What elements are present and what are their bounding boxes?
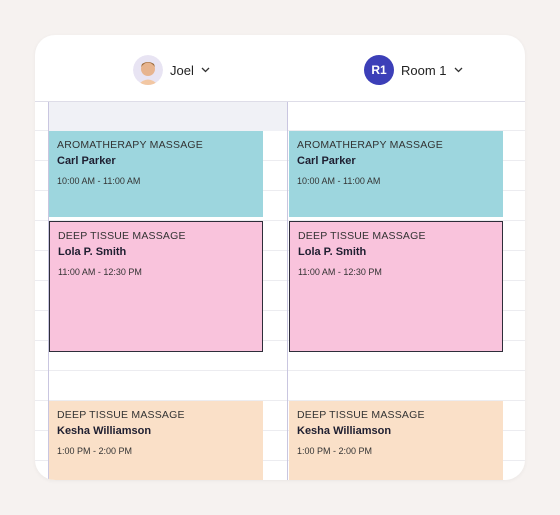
client-name: Carl Parker <box>57 155 116 167</box>
service-name: AROMATHERAPY MASSAGE <box>297 139 443 151</box>
chevron <box>201 67 210 73</box>
time-range: 1:00 PM - 2:00 PM <box>57 446 133 456</box>
column-divider <box>287 101 288 480</box>
service-name: DEEP TISSUE MASSAGE <box>298 230 426 242</box>
appointment[interactable]: AROMATHERAPY MASSAGE Carl Parker 10:00 AM … <box>49 131 263 217</box>
avatar <box>133 55 163 85</box>
column-divider <box>48 101 49 480</box>
client-name: Lola P. Smith <box>58 246 127 258</box>
staff-selector[interactable]: Joel <box>133 55 210 85</box>
room-name: Room 1 <box>401 62 447 78</box>
room-badge: R1 <box>364 55 394 85</box>
client-name: Kesha Williamson <box>57 425 152 437</box>
room-selector[interactable]: R1 Room 1 <box>364 55 463 85</box>
appointment[interactable]: DEEP TISSUE MASSAGE Lola P. Smith 11:00 AM… <box>289 221 503 352</box>
time-range: 11:00 AM - 12:30 PM <box>58 267 142 277</box>
appointment[interactable]: DEEP TISSUE MASSAGE Lola P. Smith 11:00 AM… <box>49 221 263 352</box>
calendar-card: Joel R1 Room 1 AROMATHERAPY MASSAGE Carl … <box>35 35 525 480</box>
client-name: Lola P. Smith <box>298 246 367 258</box>
client-name: Kesha Williamson <box>297 425 392 437</box>
chevron <box>454 67 462 73</box>
appointment[interactable]: DEEP TISSUE MASSAGE Kesha Williamson 1:00 … <box>289 401 503 480</box>
unavailable-slot <box>49 102 287 131</box>
time-range: 1:00 PM - 2:00 PM <box>297 446 373 456</box>
service-name: DEEP TISSUE MASSAGE <box>58 230 186 242</box>
service-name: AROMATHERAPY MASSAGE <box>57 139 203 151</box>
time-range: 10:00 AM - 11:00 AM <box>297 176 381 186</box>
client-name: Carl Parker <box>297 155 356 167</box>
service-name: DEEP TISSUE MASSAGE <box>297 409 425 421</box>
service-name: DEEP TISSUE MASSAGE <box>57 409 185 421</box>
time-range: 11:00 AM - 12:30 PM <box>298 267 382 277</box>
time-range: 10:00 AM - 11:00 AM <box>57 176 141 186</box>
appointment[interactable]: AROMATHERAPY MASSAGE Carl Parker 10:00 AM … <box>289 131 503 217</box>
appointment[interactable]: DEEP TISSUE MASSAGE Kesha Williamson 1:00 … <box>49 401 263 480</box>
staff-name: Joel <box>170 62 194 78</box>
header: Joel R1 Room 1 <box>35 35 525 102</box>
